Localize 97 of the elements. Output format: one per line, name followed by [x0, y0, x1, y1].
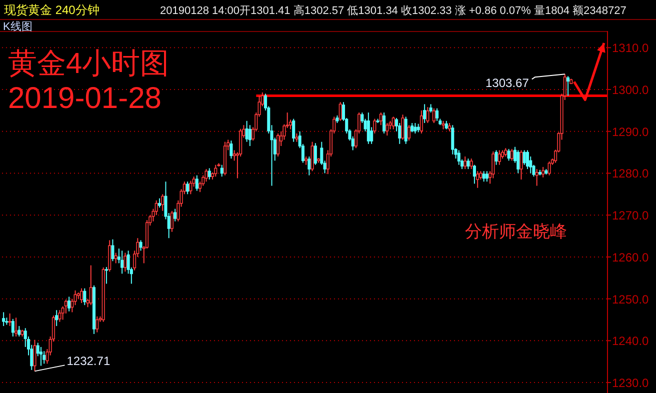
candlestick [548, 161, 551, 176]
candlestick [124, 252, 127, 272]
candlestick [494, 150, 498, 166]
candlestick [510, 148, 514, 162]
candlestick [420, 110, 423, 134]
candlestick [423, 104, 426, 124]
candlestick [522, 150, 526, 166]
text: 20190128 14:00开1301.41 高1302.57 低1301.34 收1302.33 涨 +0.86 0.07% 量1804 额2348727 [160, 4, 626, 17]
candlestick [464, 156, 467, 170]
candlestick [64, 299, 68, 314]
text: 2019-01-28 [8, 82, 162, 115]
candlestick [42, 350, 46, 364]
annotation: K线图 [3, 20, 32, 33]
candlestick [11, 318, 14, 337]
candlestick [410, 122, 414, 133]
candlestick [68, 296, 71, 312]
annotation: 1303.67 [486, 76, 530, 90]
candlestick [476, 170, 480, 188]
candlestick [214, 164, 218, 178]
candlestick [89, 264, 92, 306]
candlestick [392, 116, 395, 130]
candlestick [482, 170, 486, 182]
candlestick [58, 310, 62, 322]
candlestick [373, 118, 376, 134]
candlestick [220, 164, 224, 178]
candlestick [208, 168, 211, 180]
candlestick [245, 120, 248, 142]
candlestick [310, 141, 314, 172]
candlestick [566, 76, 570, 96]
candlestick [33, 339, 36, 372]
annotation: 分析师金晓峰 [465, 222, 567, 241]
candlestick [111, 238, 114, 262]
candlestick [2, 312, 6, 327]
candlestick [170, 210, 174, 232]
candlestick [507, 148, 510, 162]
candlestick [158, 198, 162, 208]
candlestick [83, 288, 86, 306]
candlestick [39, 346, 43, 366]
candlestick [314, 142, 317, 166]
text: 黄金4小时图 [8, 48, 170, 80]
candlestick [520, 150, 523, 180]
candlestick [139, 240, 142, 252]
candlestick [276, 132, 280, 157]
candlestick [457, 150, 460, 166]
candlestick [535, 168, 538, 186]
candlestick [451, 124, 454, 155]
candlestick [204, 168, 208, 182]
candlestick [120, 250, 124, 274]
candlestick [414, 122, 417, 134]
candlestick [161, 194, 164, 212]
candlestick [292, 118, 296, 142]
candlestick [108, 240, 112, 272]
text: 现货黄金 240分钟 [4, 3, 100, 17]
candlestick [382, 112, 386, 134]
candlestick [174, 208, 177, 222]
y-tick-label: 1290.0 [612, 124, 650, 139]
y-tick-label: 1240.0 [612, 334, 650, 348]
candlestick [8, 312, 12, 327]
y-tick-label: 1250.0 [612, 292, 650, 306]
candlestick [426, 106, 430, 124]
candlestick [472, 164, 476, 184]
y-tick-label: 1310.0 [612, 41, 650, 56]
candlestick [308, 156, 311, 176]
candlestick [104, 266, 108, 284]
y-tick-label: 1280.0 [612, 166, 650, 181]
candlestick [516, 150, 520, 174]
candlestick [404, 116, 408, 144]
candlestick [189, 180, 192, 195]
candlestick [436, 108, 439, 122]
candlestick [18, 326, 21, 337]
candlestick [498, 150, 501, 166]
y-tick-label: 1230.0 [612, 376, 650, 390]
candlestick [80, 288, 84, 304]
y-tick-label: 1300.0 [612, 83, 650, 98]
candlestick [466, 158, 470, 170]
candlestick [485, 170, 488, 182]
candlestick [14, 317, 18, 337]
candlestick [407, 124, 410, 142]
candlestick [338, 102, 342, 122]
candlestick [195, 174, 198, 192]
candlestick [470, 158, 473, 170]
candlestick [366, 112, 370, 144]
candlestick [379, 112, 382, 126]
candlestick [186, 181, 190, 195]
candlestick [432, 108, 436, 124]
candlestick [248, 124, 252, 147]
candlestick [526, 150, 529, 170]
candlestick [401, 114, 404, 140]
y-tick-label: 1270.0 [612, 208, 650, 223]
candlestick [230, 140, 233, 160]
candlestick [55, 310, 58, 327]
candlestick [96, 316, 99, 333]
candlestick [542, 166, 545, 178]
candlestick [386, 122, 389, 136]
y-tick-label: 1260.0 [612, 250, 650, 264]
annotation: 1232.71 [66, 354, 110, 368]
candlestick [114, 252, 118, 264]
